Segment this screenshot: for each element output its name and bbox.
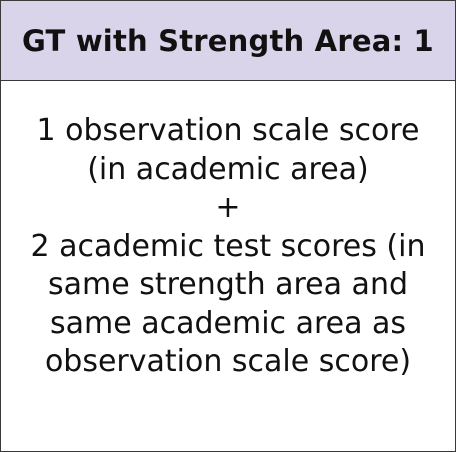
criteria-line-strength-area: same strength area and	[48, 267, 408, 302]
plus-sign: +	[215, 190, 241, 225]
criteria-line-test-scores: 2 academic test scores (in	[30, 228, 426, 264]
card-header: GT with Strength Area: 1	[1, 1, 455, 81]
criteria-line-same-academic-area: same academic area as	[49, 305, 407, 341]
criteria-line-observation-score: 1 observation scale score	[36, 113, 420, 148]
card-body: 1 observation scale score (in academic a…	[1, 112, 455, 382]
card-title: GT with Strength Area: 1	[22, 23, 434, 58]
criteria-line-observation-scale: observation scale score)	[44, 344, 412, 379]
criteria-line-academic-area: (in academic area)	[87, 151, 369, 187]
